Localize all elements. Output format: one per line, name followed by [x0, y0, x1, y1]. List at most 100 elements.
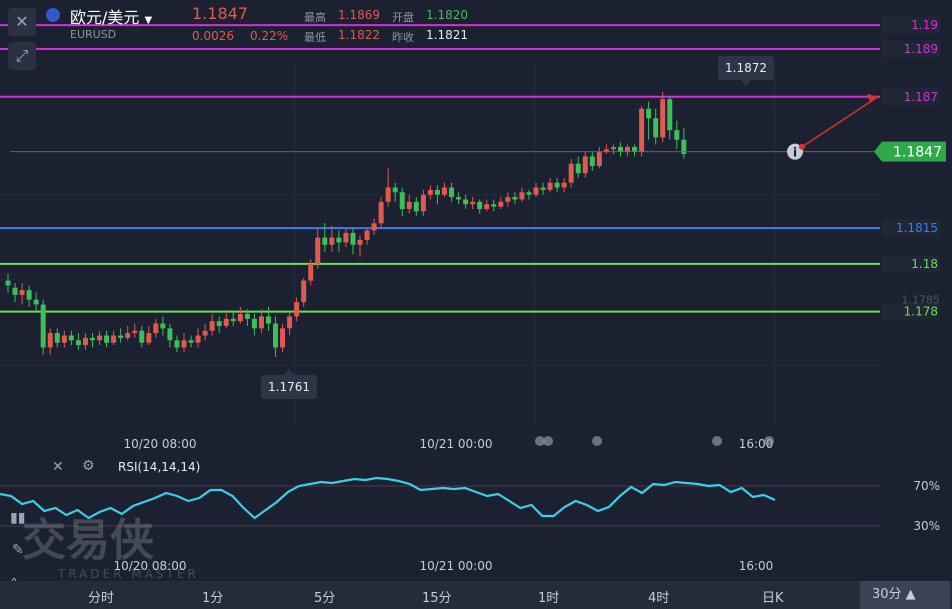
level-line[interactable]: 1.187	[0, 87, 940, 106]
candle	[378, 197, 384, 229]
candle	[639, 106, 645, 157]
candle	[209, 314, 215, 336]
low-value: 1.1822	[338, 28, 380, 42]
drawing-toolbar: ▮▮ ✎ ∿	[0, 480, 40, 590]
expand-icon: ⤢	[15, 46, 29, 65]
candlestick-series	[5, 92, 687, 357]
symbol-title[interactable]: 欧元/美元 ▼	[70, 8, 153, 27]
tab-timeframe[interactable]: 1分	[202, 591, 224, 606]
volume-icon[interactable]: ▮▮	[10, 510, 26, 526]
close-chart-button[interactable]: ✕	[8, 8, 36, 36]
level-label: 1.19	[911, 18, 938, 32]
candle	[681, 127, 687, 159]
svg-text:1.1847: 1.1847	[893, 145, 942, 161]
candle	[195, 328, 201, 348]
price-change-pct: 0.22%	[250, 29, 289, 43]
event-marker[interactable]	[592, 436, 602, 446]
fullscreen-button[interactable]: ⤢	[8, 42, 36, 70]
event-marker[interactable]	[712, 436, 722, 446]
x-tick-label: 10/21 00:00	[420, 437, 493, 451]
candle	[610, 144, 616, 155]
pencil-icon[interactable]: ✎	[12, 542, 24, 558]
candle	[512, 192, 518, 205]
candle	[75, 333, 81, 350]
level-label: 1.178	[904, 305, 938, 319]
level-line[interactable]: 1.18	[0, 254, 940, 273]
level-line[interactable]: 1.19	[0, 16, 940, 35]
level-line[interactable]: 1.189	[0, 40, 940, 59]
rsi-x-tick-label: 10/21 00:00	[420, 559, 493, 573]
level-line[interactable]: 1.178	[0, 302, 940, 321]
level-label: 1.18	[911, 257, 938, 271]
candle	[596, 146, 602, 169]
candle	[427, 185, 433, 200]
candle	[603, 144, 609, 155]
event-marker[interactable]	[764, 436, 774, 446]
candle	[456, 192, 462, 205]
chevron-down-icon: ▼	[144, 15, 153, 26]
candle	[223, 311, 229, 329]
timeframe-tabs: 分时 1分 5分 15分 1时 4时 日K 30分 ▲	[0, 581, 952, 609]
candle	[498, 197, 504, 209]
candle	[26, 285, 32, 307]
rsi-x-tick-label: 16:00	[739, 559, 774, 573]
candle	[540, 182, 546, 195]
svg-text:i: i	[793, 146, 797, 160]
candle	[385, 168, 391, 207]
tab-timeframe[interactable]: 15分	[422, 591, 452, 606]
candle	[533, 182, 539, 198]
tab-timeframe[interactable]: 30分 ▲	[860, 581, 950, 609]
watermark-sub: TRADER MASTER	[57, 567, 199, 581]
candle	[89, 333, 95, 348]
candle	[568, 158, 574, 188]
open-label: 开盘	[392, 11, 414, 24]
candle	[167, 323, 173, 348]
tab-timeframe[interactable]: 5分	[314, 591, 336, 606]
candle	[392, 182, 398, 202]
candle	[174, 335, 180, 353]
chart-grid	[0, 60, 880, 430]
candle	[111, 330, 117, 346]
candle	[547, 177, 553, 193]
candle	[554, 177, 560, 193]
candle	[420, 189, 426, 217]
tab-timeframe[interactable]: 1时	[538, 591, 560, 606]
price-annotation: 1.1761	[261, 369, 317, 399]
candle	[273, 316, 279, 357]
candle	[322, 223, 328, 252]
tab-timeframe[interactable]: 分时	[88, 591, 115, 606]
svg-text:1.1872: 1.1872	[725, 61, 767, 75]
level-label: 1.1815	[896, 221, 938, 235]
tab-timeframe[interactable]: 日K	[762, 591, 784, 606]
price-annotation: 1.1872	[718, 56, 774, 86]
candle	[364, 228, 370, 245]
candle	[575, 156, 581, 178]
candle	[33, 292, 39, 312]
candle	[632, 144, 638, 157]
info-icon[interactable]	[787, 143, 803, 160]
candle	[625, 144, 631, 157]
tab-timeframe[interactable]: 4时	[648, 591, 670, 606]
candle	[582, 151, 588, 178]
candle	[153, 318, 159, 338]
candle	[561, 177, 567, 193]
candle	[413, 197, 419, 217]
high-label: 最高	[304, 11, 326, 24]
rsi-level-label: 30%	[913, 519, 940, 533]
candle	[132, 323, 138, 338]
rsi-x-tick-label: 10/20 08:00	[114, 559, 187, 573]
candle	[301, 278, 307, 307]
close-icon[interactable]: ✕	[52, 459, 64, 475]
event-marker[interactable]	[535, 436, 545, 446]
candle	[258, 309, 264, 334]
candle	[674, 120, 680, 150]
event-marker[interactable]	[543, 436, 553, 446]
candle	[202, 323, 208, 341]
watermark-logo: 交易侠	[22, 515, 155, 566]
level-line[interactable]: 1.1815	[0, 219, 940, 238]
gear-icon[interactable]: ⚙	[82, 458, 95, 474]
trend-arrow	[801, 96, 879, 148]
candle	[463, 194, 469, 209]
candle	[244, 309, 250, 326]
